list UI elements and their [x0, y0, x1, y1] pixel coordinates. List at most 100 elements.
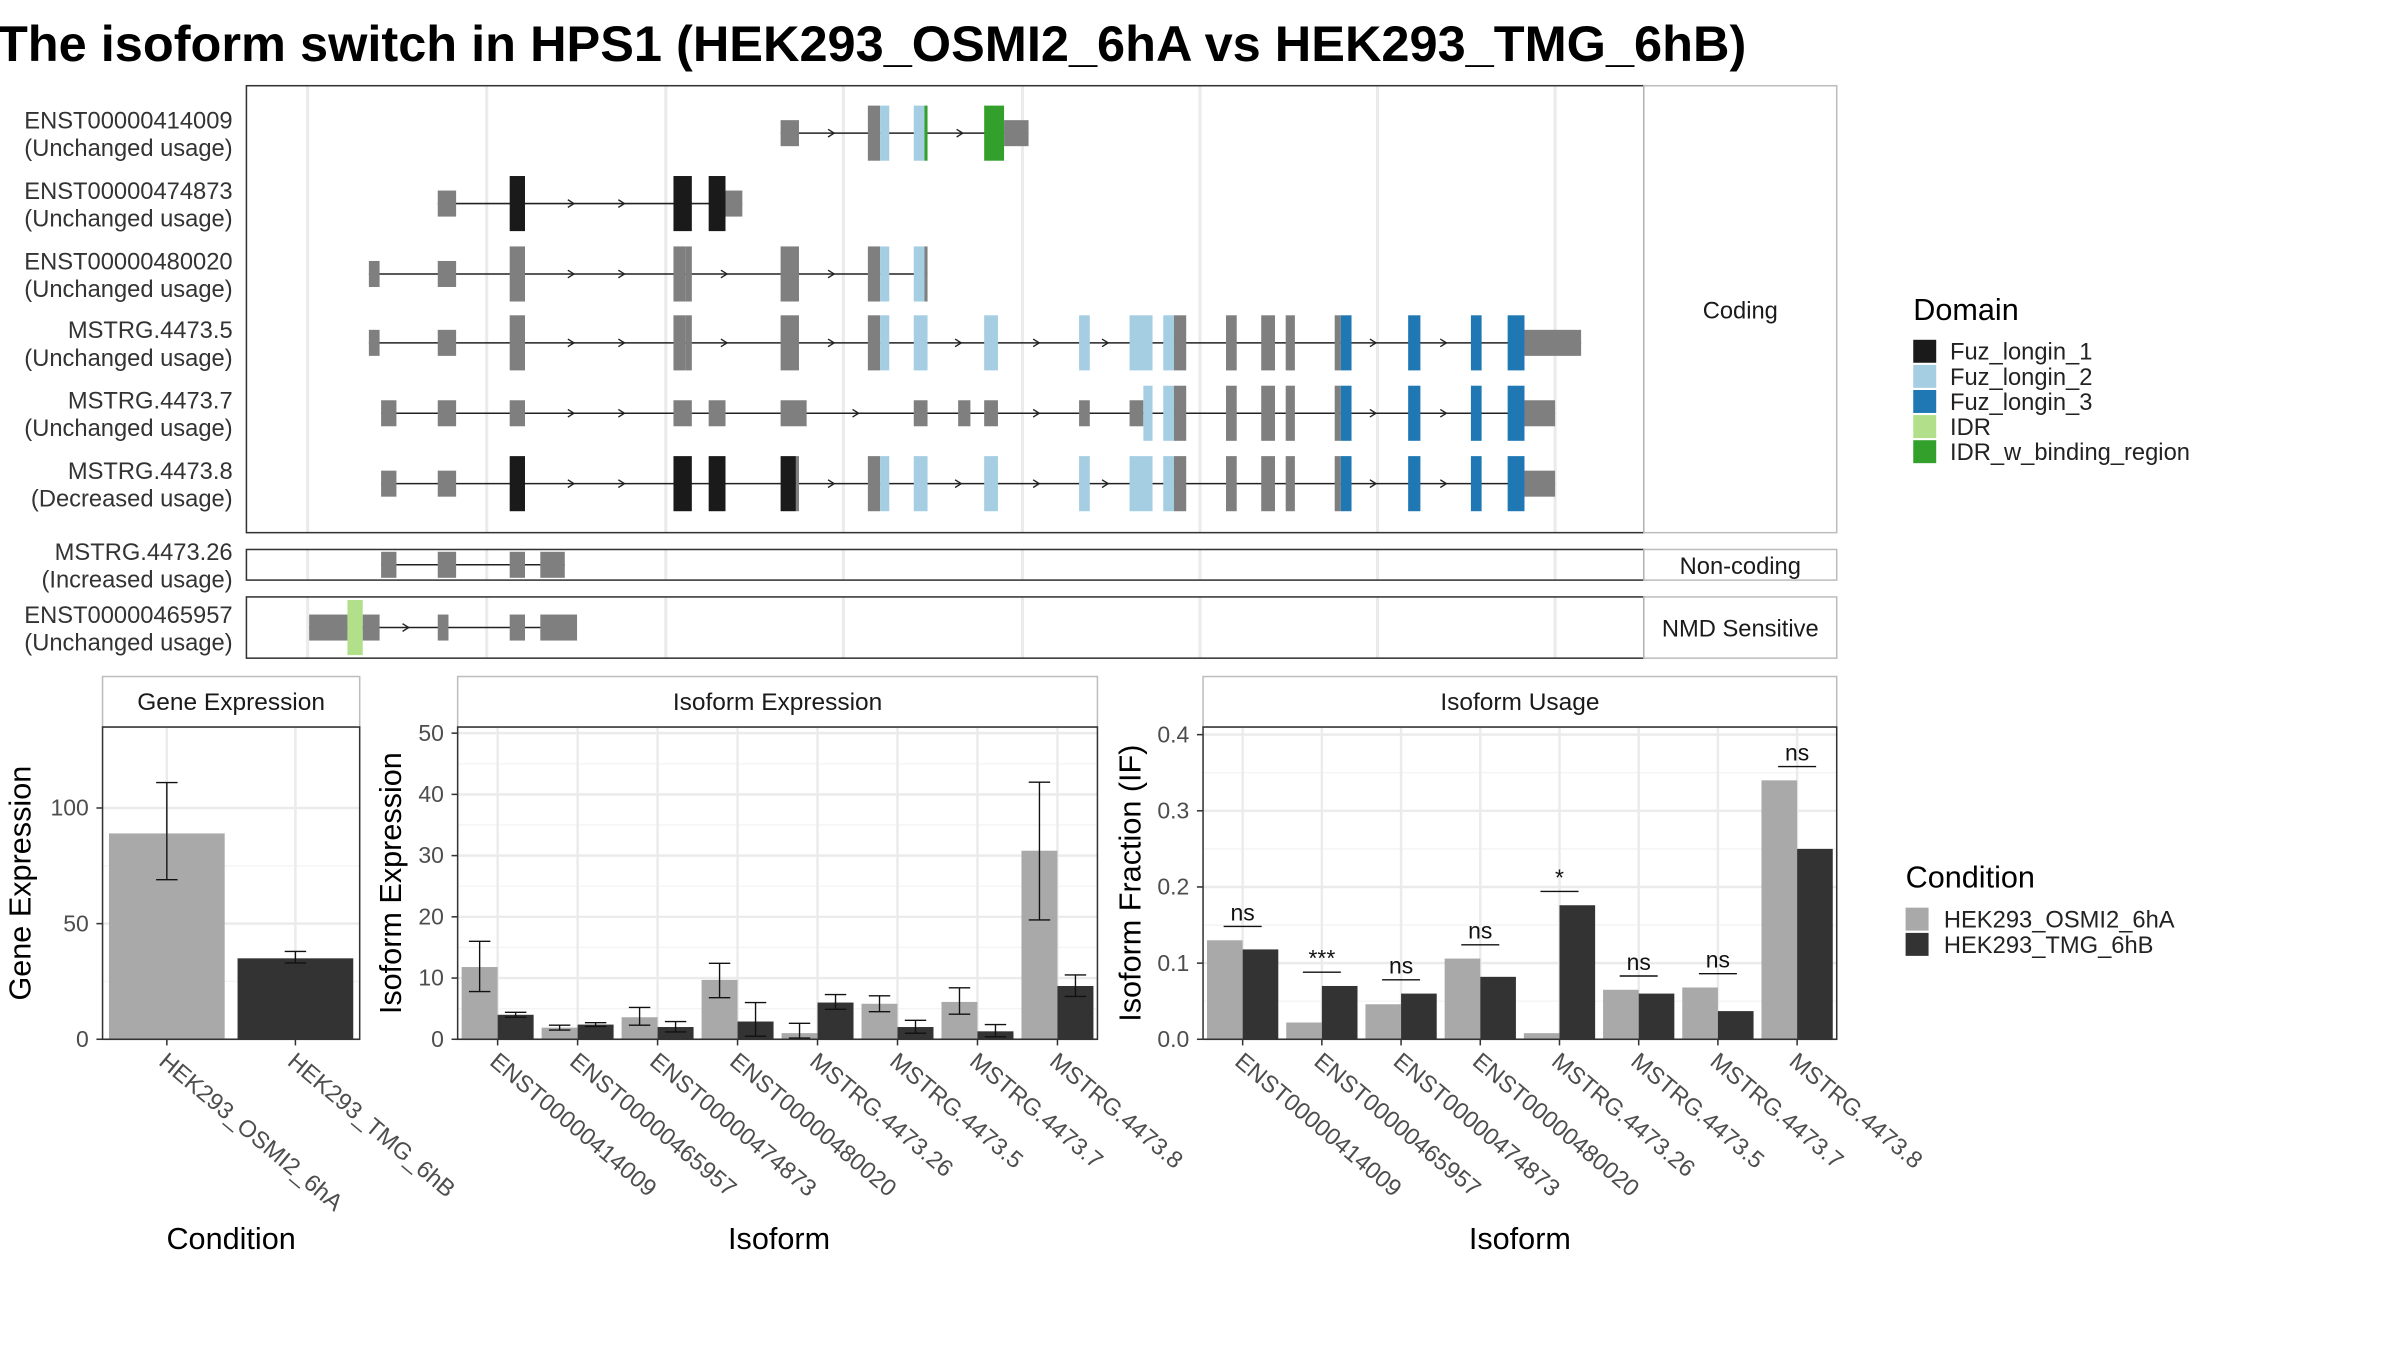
transcript-id-label: ENST00000465957	[24, 603, 232, 629]
transcript-mstrg-4473-26: MSTRG.4473.26(Increased usage)	[41, 540, 565, 594]
domain-exon-fuz-longin-3	[1408, 456, 1421, 512]
utr-exon	[381, 400, 397, 427]
y-tick-label: 0	[76, 1026, 89, 1052]
domain-exon-fuz-longin-3	[1507, 385, 1525, 441]
significance-label: ns	[1468, 918, 1492, 944]
chart-panel-border	[101, 726, 361, 1041]
transcript-id-label: MSTRG.4473.26	[55, 540, 233, 566]
transcript-enst00000474873: ENST00000474873(Unchanged usage)	[24, 176, 743, 233]
y-tick-label: 50	[418, 720, 444, 746]
utr-exon	[780, 120, 799, 147]
transcript-id-label: ENST00000414009	[24, 109, 232, 135]
transcript-usage-label: (Unchanged usage)	[24, 346, 232, 372]
legend-swatch-idr	[1913, 415, 1937, 439]
strand-arrow	[402, 623, 410, 632]
significance-label: ns	[1706, 947, 1730, 973]
bar-enst00000414009-series-0	[1207, 940, 1243, 1040]
domain-exon-fuz-longin-2	[913, 315, 928, 371]
chart-grid	[1203, 727, 1837, 1041]
legend-swatch-hek293-tmg-6hb	[1905, 932, 1929, 956]
bar-enst00000480020-series-0	[1444, 958, 1481, 1040]
bar-enst00000465957-series-1	[577, 1024, 614, 1040]
transcript-id-label: ENST00000474873	[24, 179, 232, 205]
utr-exon	[509, 614, 525, 641]
strand-arrow	[567, 338, 576, 348]
utr-exon	[437, 470, 457, 497]
x-tick-label: MSTRG.4473.5	[1626, 1048, 1769, 1174]
x-tick-label: MSTRG.4473.8	[1784, 1048, 1927, 1174]
figure-title: The isoform switch in HPS1 (HEK293_OSMI2…	[0, 15, 1746, 72]
transcript-id-label: ENST00000480020	[24, 249, 232, 275]
chart-panel-border	[1202, 726, 1838, 1041]
domain-exon-fuz-longin-2	[880, 105, 890, 161]
transcript-usage-label: (Unchanged usage)	[24, 136, 232, 162]
bar-mstrg-4473-8-series-0	[1761, 780, 1798, 1040]
strand-arrow	[954, 338, 963, 348]
legend-title: Condition	[1906, 861, 2035, 895]
transcript-mstrg-4473-7: MSTRG.4473.7(Unchanged usage)	[24, 385, 1556, 442]
utr-exon	[1004, 120, 1029, 147]
transcript-usage-label: (Unchanged usage)	[24, 207, 232, 233]
coding-exon	[1261, 385, 1275, 441]
strand-arrow	[567, 199, 576, 208]
domain-exon-idr-w-binding-region	[984, 105, 1005, 161]
utr-exon	[509, 551, 525, 578]
significance-label: *	[1555, 864, 1564, 890]
transcript-enst00000465957: ENST00000465957(Unchanged usage)	[24, 599, 578, 657]
significance-label: ns	[1389, 953, 1413, 979]
transcript-usage-label: (Unchanged usage)	[24, 631, 232, 657]
utr-exon	[958, 400, 971, 427]
transcript-panel-nmd-sensitive: NMD Sensitive	[245, 596, 1838, 659]
strand-arrow	[1032, 408, 1041, 418]
x-tick-label: MSTRG.4473.7	[1705, 1048, 1848, 1174]
coding-exon	[509, 315, 525, 371]
utr-exon	[1524, 400, 1556, 427]
strand-arrow	[1369, 408, 1378, 418]
strand-arrow	[954, 479, 963, 489]
coding-exon	[1285, 385, 1295, 441]
utr-exon	[362, 614, 380, 641]
domain-exon-fuz-longin-1	[708, 456, 726, 512]
bar-enst00000465957-series-1	[1321, 985, 1358, 1040]
transcript-structure-plot: Coding Non-coding NMD Sensitive ENST0000041…	[24, 84, 1838, 659]
coding-exon	[1334, 456, 1341, 512]
utr-exon	[708, 400, 726, 427]
isoform-expression-chart: Isoform Expression 0 10 20 30 40 50 ENST0000041…	[374, 675, 1187, 1256]
strand-arrow	[1439, 408, 1448, 418]
panel-border	[245, 84, 1645, 534]
transcript-panel-coding: Coding	[245, 84, 1838, 534]
utr-exon	[725, 190, 743, 217]
y-axis-title: Isoform Fraction (IF)	[1113, 745, 1147, 1022]
y-tick-label: 0.1	[1157, 950, 1189, 976]
utr-exon	[1524, 470, 1556, 497]
domain-exon-fuz-longin-1	[509, 456, 525, 512]
panel-strip	[1643, 84, 1838, 534]
transcript-mstrg-4473-8: MSTRG.4473.8(Decreased usage)	[31, 456, 1556, 513]
y-tick-label: 40	[418, 781, 444, 807]
chart-title: Isoform Usage	[1440, 689, 1599, 716]
coding-exon	[780, 315, 799, 371]
domain-exon-fuz-longin-2	[913, 246, 925, 302]
bar-enst00000474873-series-1	[1401, 993, 1437, 1040]
domain-exon-fuz-longin-3	[1507, 315, 1525, 371]
coding-exon	[673, 246, 686, 302]
utr-exon	[381, 470, 397, 497]
y-tick-label: 0.4	[1157, 721, 1189, 747]
y-tick-label: 0.3	[1157, 797, 1189, 823]
domain-exon-fuz-longin-3	[1470, 315, 1482, 371]
domain-exon-fuz-longin-1	[673, 176, 692, 232]
domain-exon-fuz-longin-2	[1129, 315, 1153, 371]
coding-exon	[1226, 385, 1237, 441]
strand-arrow	[617, 338, 626, 348]
strip-label: NMD Sensitive	[1662, 617, 1819, 643]
bar-enst00000465957-series-0	[1286, 1022, 1322, 1040]
domain-exon-fuz-longin-2	[1163, 315, 1174, 371]
y-tick-label: 10	[418, 965, 444, 991]
x-tick-label: MSTRG.4473.7	[964, 1048, 1107, 1174]
coding-exon	[1285, 315, 1295, 371]
coding-exon	[509, 246, 525, 302]
domain-exon-fuz-longin-2	[1163, 385, 1174, 441]
utr-exon	[913, 400, 928, 427]
